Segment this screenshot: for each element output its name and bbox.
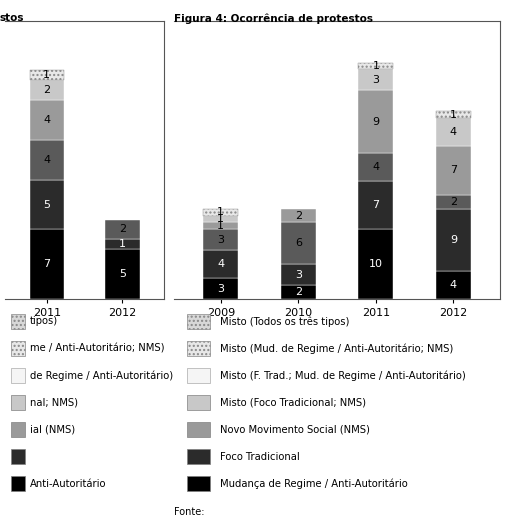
Bar xyxy=(359,229,393,299)
Bar xyxy=(30,81,64,100)
Bar xyxy=(30,180,64,229)
Text: Misto (Mud. de Regime / Anti-Autoritário; NMS): Misto (Mud. de Regime / Anti-Autoritário… xyxy=(220,343,453,354)
Text: 1: 1 xyxy=(217,221,224,231)
Bar xyxy=(281,223,316,264)
Bar xyxy=(204,223,238,229)
Text: 4: 4 xyxy=(43,155,50,165)
Text: me / Anti-Autoritário; NMS): me / Anti-Autoritário; NMS) xyxy=(30,343,164,354)
Text: Anti-Autoritário: Anti-Autoritário xyxy=(30,478,106,489)
Text: Fonte:: Fonte: xyxy=(174,508,205,517)
Bar xyxy=(436,271,471,299)
Bar xyxy=(436,111,471,118)
Bar xyxy=(30,71,64,81)
Text: 3: 3 xyxy=(217,283,224,294)
Text: 4: 4 xyxy=(217,259,224,269)
Bar xyxy=(204,215,238,223)
Bar xyxy=(359,90,393,153)
Bar xyxy=(187,476,210,491)
Text: 5: 5 xyxy=(43,200,50,210)
Text: 1: 1 xyxy=(450,110,457,120)
Text: Misto (Foco Tradicional; NMS): Misto (Foco Tradicional; NMS) xyxy=(220,397,366,408)
Text: 5: 5 xyxy=(119,269,126,279)
Text: 1: 1 xyxy=(372,61,379,71)
Text: Foco Tradicional: Foco Tradicional xyxy=(220,451,299,462)
Text: 4: 4 xyxy=(450,280,457,290)
Text: 1: 1 xyxy=(43,70,50,81)
Text: 2: 2 xyxy=(119,225,126,235)
Text: Misto (F. Trad.; Mud. de Regime / Anti-Autoritário): Misto (F. Trad.; Mud. de Regime / Anti-A… xyxy=(220,370,466,381)
Bar xyxy=(12,422,25,437)
Text: 7: 7 xyxy=(43,259,50,269)
Bar xyxy=(106,219,139,239)
Bar xyxy=(30,100,64,140)
Text: 3: 3 xyxy=(217,235,224,245)
Text: 2: 2 xyxy=(295,287,302,297)
Bar xyxy=(30,140,64,180)
Bar xyxy=(204,278,238,299)
Bar xyxy=(436,209,471,271)
Text: 4: 4 xyxy=(43,115,50,125)
Text: stos: stos xyxy=(0,13,25,23)
Bar xyxy=(12,476,25,491)
Bar xyxy=(106,249,139,299)
Bar xyxy=(12,341,25,356)
Text: 2: 2 xyxy=(43,85,50,95)
Bar xyxy=(204,229,238,250)
Bar xyxy=(281,285,316,299)
Bar xyxy=(359,62,393,70)
Text: 9: 9 xyxy=(450,235,457,245)
Bar xyxy=(436,194,471,209)
Text: 1: 1 xyxy=(217,214,224,224)
Bar xyxy=(204,250,238,278)
Bar xyxy=(359,70,393,90)
Bar xyxy=(436,146,471,194)
Text: 3: 3 xyxy=(295,270,302,280)
Bar xyxy=(187,314,210,329)
Text: nal; NMS): nal; NMS) xyxy=(30,397,78,408)
Bar xyxy=(187,341,210,356)
Text: 2: 2 xyxy=(450,197,457,206)
Text: 6: 6 xyxy=(295,238,302,249)
Text: 1: 1 xyxy=(119,239,126,250)
Text: 4: 4 xyxy=(372,162,379,172)
Text: 10: 10 xyxy=(369,259,383,269)
Text: 7: 7 xyxy=(372,200,379,210)
Bar xyxy=(12,368,25,383)
Bar xyxy=(204,209,238,215)
Text: ial (NMS): ial (NMS) xyxy=(30,424,75,435)
Text: 9: 9 xyxy=(372,116,379,127)
Bar xyxy=(12,314,25,329)
Text: 4: 4 xyxy=(450,127,457,137)
Bar xyxy=(436,118,471,146)
Text: 3: 3 xyxy=(372,75,379,85)
Text: 1: 1 xyxy=(217,207,224,217)
Bar xyxy=(187,395,210,410)
Bar xyxy=(281,264,316,285)
Bar xyxy=(30,229,64,299)
Bar xyxy=(106,239,139,249)
Bar xyxy=(359,181,393,229)
Text: Misto (Todos os três tipos): Misto (Todos os três tipos) xyxy=(220,316,349,327)
Text: de Regime / Anti-Autoritário): de Regime / Anti-Autoritário) xyxy=(30,370,173,381)
Text: Figura 4: Ocorrência de protestos: Figura 4: Ocorrência de protestos xyxy=(174,13,373,23)
Bar xyxy=(281,209,316,223)
Text: 2: 2 xyxy=(295,211,302,220)
Text: 7: 7 xyxy=(450,165,457,175)
Text: Novo Movimento Social (NMS): Novo Movimento Social (NMS) xyxy=(220,424,370,435)
Bar xyxy=(187,449,210,464)
Text: Mudança de Regime / Anti-Autoritário: Mudança de Regime / Anti-Autoritário xyxy=(220,478,408,489)
Bar xyxy=(12,395,25,410)
Bar xyxy=(187,422,210,437)
Bar xyxy=(12,449,25,464)
Text: tipos): tipos) xyxy=(30,316,58,327)
Bar xyxy=(359,153,393,181)
Bar xyxy=(187,368,210,383)
